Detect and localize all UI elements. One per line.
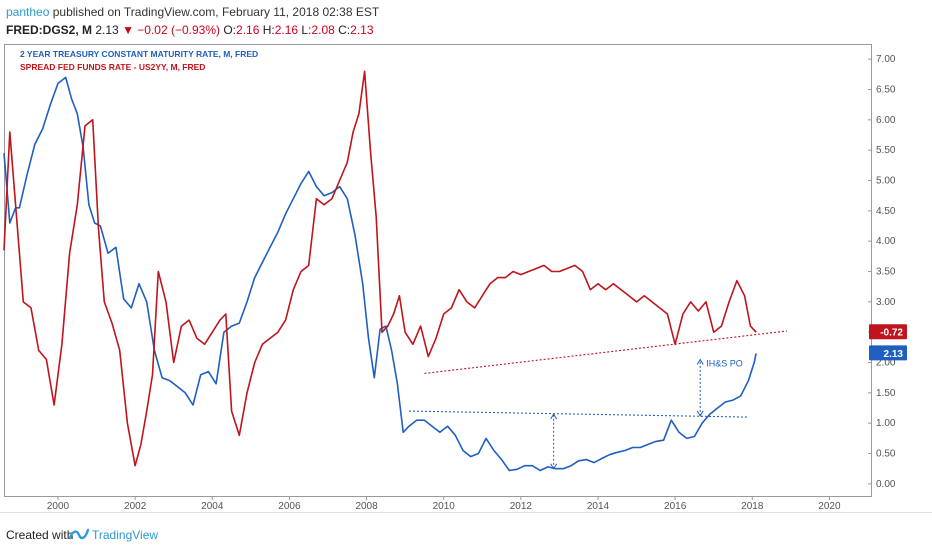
symbol-line: FRED:DGS2, M 2.13 ▼ −0.02 (−0.93%) O:2.1… [6, 23, 374, 37]
last-value-badge-bg [869, 345, 907, 361]
chart-header: pantheo published on TradingView.com, Fe… [0, 0, 932, 44]
annotation-label: IH&S PO [706, 359, 743, 369]
tradingview-logo-icon[interactable] [68, 526, 90, 542]
open-value: 2.16 [236, 23, 260, 37]
y-tick-label: 6.00 [876, 115, 896, 126]
price-chart[interactable]: 0.000.501.001.502.002.503.003.504.004.50… [0, 0, 932, 512]
symbol: FRED:DGS2, M [6, 23, 93, 37]
author-link[interactable]: pantheo [6, 5, 50, 19]
y-tick-label: 0.00 [876, 479, 896, 490]
x-tick-label: 2012 [510, 501, 533, 512]
tradingview-brand[interactable]: TradingView [92, 528, 159, 542]
x-tick-label: 2010 [433, 501, 456, 512]
y-tick-label: 1.50 [876, 388, 896, 399]
footer: Created with TradingView [0, 512, 932, 551]
arrow-head-bottom [696, 410, 704, 417]
y-tick-label: 1.00 [876, 418, 896, 429]
low-label: L: [301, 23, 312, 37]
x-tick-label: 2004 [201, 501, 224, 512]
x-tick-label: 2006 [278, 501, 301, 512]
y-tick-label: 5.00 [876, 176, 896, 187]
high-value: 2.16 [274, 23, 299, 37]
y-tick-label: 2.00 [876, 358, 896, 369]
low-value: 2.08 [311, 23, 335, 37]
y-tick-label: 4.50 [876, 206, 896, 217]
x-tick-label: 2016 [664, 501, 687, 512]
last-value-badge: 2.13 [884, 349, 904, 360]
arrow-head-top [696, 358, 704, 365]
y-tick-label: 4.00 [876, 236, 896, 247]
x-tick-label: 2018 [741, 501, 764, 512]
y-tick-label: 7.00 [876, 54, 896, 65]
close-label: C: [338, 23, 351, 37]
high-label: H: [262, 23, 275, 37]
close-value: 2.13 [350, 23, 374, 37]
last-value-badge: -0.72 [880, 328, 903, 339]
plot-frame [4, 44, 872, 497]
y-tick-label: 0.50 [876, 449, 896, 460]
x-tick-label: 2020 [818, 501, 841, 512]
x-tick-label: 2014 [587, 501, 610, 512]
x-tick-label: 2002 [124, 501, 147, 512]
legend-entry: 2 YEAR TREASURY CONSTANT MATURITY RATE, … [20, 49, 258, 59]
arrow-head-top [550, 413, 558, 420]
publish-line: pantheo published on TradingView.com, Fe… [6, 5, 379, 19]
x-tick-label: 2000 [47, 501, 70, 512]
last-price: 2.13 [95, 23, 119, 37]
published-text: published on TradingView.com, February 1… [52, 5, 380, 19]
trendline [408, 410, 749, 418]
y-tick-label: 5.50 [876, 145, 896, 156]
trendline [424, 330, 788, 374]
created-with-text: Created with [6, 528, 74, 542]
series-line-1 [3, 76, 757, 472]
price-change: ▼ −0.02 (−0.93%) [122, 23, 220, 37]
legend-entry: SPREAD FED FUNDS RATE - US2YY, M, FRED [20, 62, 205, 72]
y-tick-label: 3.50 [876, 267, 896, 278]
y-tick-label: 3.00 [876, 297, 896, 308]
series-line-2 [3, 70, 757, 467]
y-tick-label: 6.50 [876, 85, 896, 96]
open-label: O: [223, 23, 237, 37]
last-value-badge-bg [869, 324, 907, 340]
x-tick-label: 2008 [355, 501, 378, 512]
